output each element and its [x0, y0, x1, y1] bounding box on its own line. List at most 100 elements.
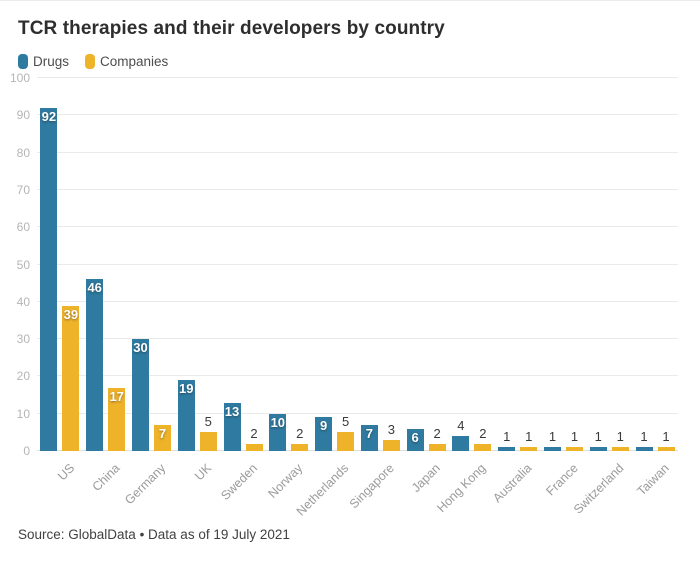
gridline-80: [37, 151, 678, 153]
value-label-drugs-netherlands: 9: [319, 418, 328, 434]
value-label-drugs-france: 1: [548, 429, 557, 445]
legend-label-companies: Companies: [100, 54, 169, 69]
value-label-companies-norway: 2: [296, 425, 304, 441]
x-axis-label-france: France: [542, 461, 581, 499]
plot-area: 0 10 20 30 40 50 60 70 80 90 100 92 39 46 17 30 7 19 5 13 2 1…: [10, 72, 678, 457]
x-axis-label-germany: Germany: [122, 461, 169, 508]
bar-drugs-uk: 19: [177, 380, 195, 451]
value-label-drugs-taiwan: 1: [640, 429, 648, 445]
value-label-companies-australia: 1: [525, 429, 533, 445]
value-label-drugs-japan: 6: [411, 429, 419, 445]
x-axis-label-sweden: Sweden: [218, 461, 260, 503]
bar-drugs-taiwan: 1: [635, 430, 653, 451]
value-label-drugs-norway: 10: [270, 414, 286, 430]
gridline-100: [37, 77, 678, 78]
x-axis-label-china: China: [89, 461, 123, 495]
y-tick-label-40: 40: [16, 294, 30, 309]
y-tick-label-80: 80: [16, 145, 30, 160]
x-axis-cell-switzerland: Switzerland: [571, 451, 632, 523]
value-label-drugs-china: 46: [87, 280, 102, 296]
y-tick-label-10: 10: [16, 406, 30, 421]
gridline-50: [37, 263, 678, 265]
bar-companies-singapore: 3: [382, 422, 400, 451]
legend-item-companies: Companies: [85, 54, 168, 69]
x-axis-cell-us: US: [37, 451, 83, 523]
y-tick-label-20: 20: [16, 369, 30, 384]
legend-swatch-companies-icon: [85, 54, 96, 69]
bar-companies-netherlands: 5: [337, 415, 355, 451]
gridline-0: [37, 450, 678, 451]
x-axis-label-us: US: [54, 461, 77, 484]
x-axis-label-uk: UK: [191, 461, 215, 484]
x-axis-cell-singapore: Singapore: [347, 451, 403, 523]
y-tick-label-70: 70: [16, 182, 30, 197]
value-label-companies-switzerland: 1: [616, 429, 624, 445]
bar-drugs-germany: 30: [131, 339, 149, 451]
bar-drugs-us: 92: [40, 107, 58, 451]
value-label-companies-netherlands: 5: [341, 414, 350, 430]
gridline-60: [37, 226, 678, 228]
value-label-companies-japan: 2: [433, 425, 441, 441]
bar-companies-taiwan: 1: [657, 430, 675, 451]
gridline-20: [37, 375, 678, 377]
bar-group-china: 46 17: [83, 78, 129, 451]
x-axis-label-taiwan: Taiwan: [634, 461, 672, 499]
bar-group-uk: 19 5: [174, 78, 220, 451]
x-axis-cell-uk: UK: [174, 451, 220, 523]
value-label-drugs-hong-kong: 4: [457, 418, 465, 434]
bar-companies-hong-kong: 2: [474, 426, 492, 451]
bar-companies-germany: 7: [153, 424, 171, 451]
gridline-40: [37, 300, 678, 302]
bar-groups: 92 39 46 17 30 7 19 5 13 2 10 2 9 5 7 3 6 2 4 2 1 1 1 1 1 1 1 1: [37, 78, 678, 451]
x-axis-cell-hong-kong: Hong Kong: [435, 451, 495, 523]
y-tick-label-30: 30: [16, 332, 30, 347]
bar-companies-switzerland: 1: [611, 430, 629, 451]
value-label-drugs-australia: 1: [503, 429, 511, 445]
y-tick-label-100: 100: [9, 71, 30, 85]
x-axis-cell-germany: Germany: [122, 451, 175, 523]
legend: Drugs Companies: [18, 53, 700, 70]
bar-drugs-netherlands: 9: [315, 417, 333, 451]
bar-companies-us: 39: [62, 305, 80, 451]
x-axis-cell-australia: Australia: [490, 451, 541, 523]
value-label-companies-hong-kong: 2: [479, 425, 487, 441]
gridline-30: [37, 338, 678, 340]
value-label-companies-uk: 5: [204, 414, 212, 430]
bar-group-norway: 10 2: [266, 78, 312, 451]
gridline-10: [37, 412, 678, 414]
bar-drugs-switzerland: 1: [589, 430, 607, 451]
legend-swatch-drugs-icon: [18, 54, 28, 69]
bar-companies-sweden: 2: [245, 426, 263, 451]
bar-companies-china: 17: [108, 387, 126, 451]
y-tick-label-60: 60: [16, 220, 30, 235]
value-label-companies-germany: 7: [158, 425, 167, 441]
bar-companies-norway: 2: [291, 426, 309, 451]
value-label-drugs-switzerland: 1: [594, 429, 602, 445]
x-axis-label-norway: Norway: [265, 461, 306, 501]
bar-drugs-singapore: 7: [360, 424, 378, 451]
bar-companies-uk: 5: [199, 415, 217, 451]
bar-drugs-france: 1: [543, 430, 561, 451]
y-tick-label-0: 0: [23, 444, 30, 458]
x-axis-cell-netherlands: Netherlands: [294, 451, 358, 523]
x-axis-cell-taiwan: Taiwan: [632, 451, 678, 523]
value-label-companies-singapore: 3: [387, 421, 395, 437]
bar-companies-france: 1: [565, 430, 583, 451]
x-axis: US China Germany UK Sweden Norway Netherlands S…: [37, 451, 678, 523]
x-axis-cell-sweden: Sweden: [218, 451, 266, 523]
legend-item-drugs: Drugs: [18, 54, 69, 69]
legend-label-drugs: Drugs: [33, 54, 70, 69]
value-label-drugs-sweden: 13: [224, 403, 240, 419]
bar-drugs-norway: 10: [269, 413, 287, 451]
x-axis-label-australia: Australia: [490, 461, 535, 506]
bar-group-germany: 30 7: [129, 78, 175, 451]
y-tick-label-90: 90: [16, 108, 30, 123]
bar-drugs-hong-kong: 4: [452, 419, 470, 451]
bar-group-sweden: 13 2: [220, 78, 266, 451]
